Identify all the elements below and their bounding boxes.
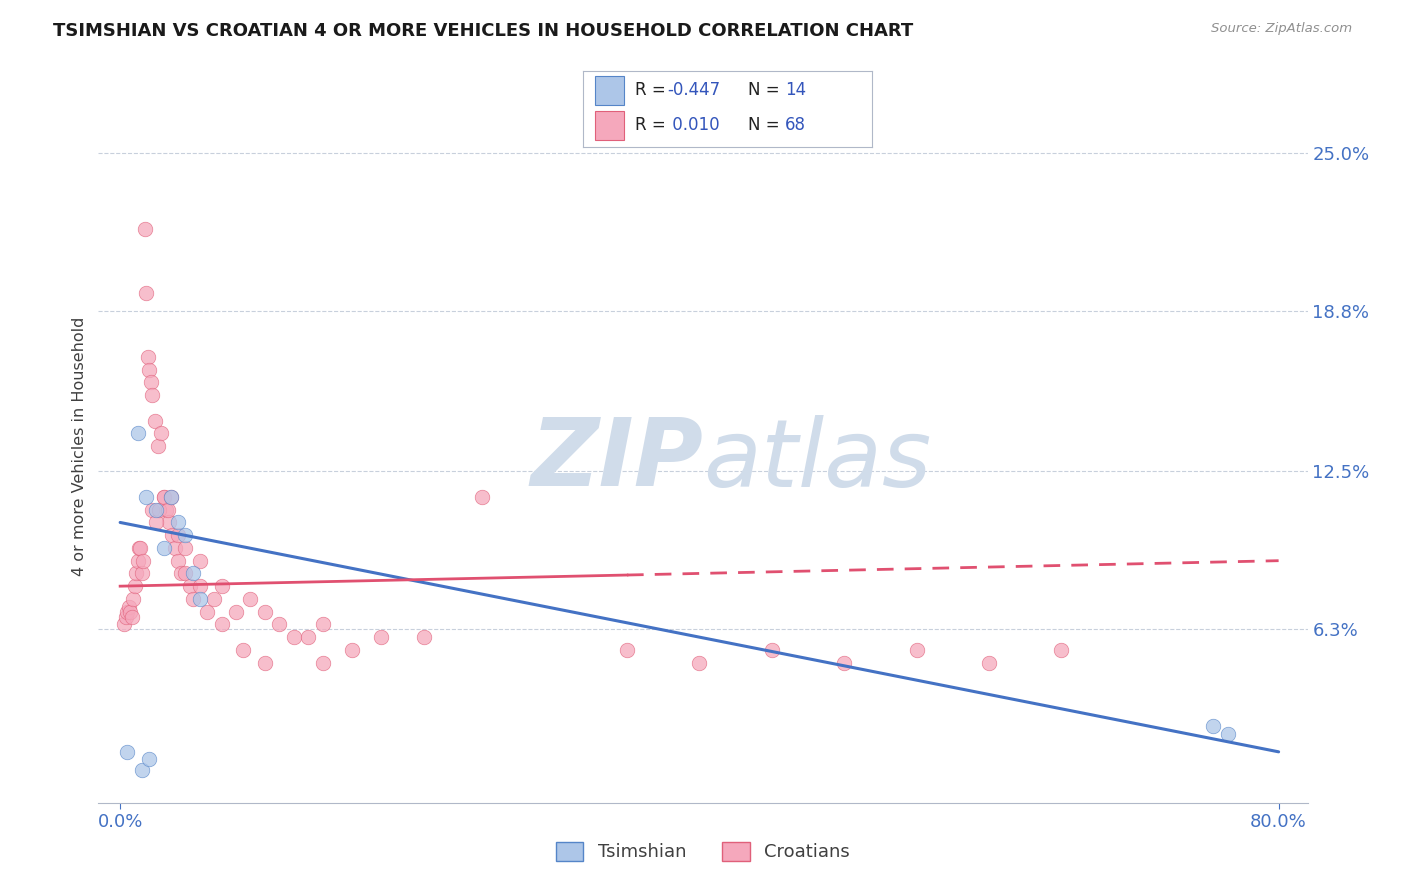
- Text: ZIP: ZIP: [530, 414, 703, 507]
- Point: [181, 591, 204, 606]
- Point: [157, 516, 180, 530]
- Point: [370, 630, 392, 644]
- Point: [181, 566, 204, 581]
- Point: [761, 643, 783, 657]
- Point: [174, 541, 197, 555]
- Point: [155, 502, 177, 516]
- Point: [159, 490, 181, 504]
- Point: [188, 591, 211, 606]
- Point: [202, 591, 225, 606]
- Point: [114, 617, 136, 632]
- Point: [232, 643, 254, 657]
- Point: [312, 656, 335, 670]
- Point: [471, 490, 494, 504]
- Text: 0.010: 0.010: [666, 116, 720, 134]
- Point: [141, 388, 163, 402]
- Point: [124, 579, 146, 593]
- FancyBboxPatch shape: [595, 111, 624, 140]
- Point: [905, 643, 928, 657]
- Text: -0.447: -0.447: [666, 81, 720, 99]
- Point: [167, 516, 190, 530]
- Text: atlas: atlas: [703, 415, 931, 506]
- Point: [179, 579, 201, 593]
- Point: [145, 502, 167, 516]
- Point: [117, 745, 139, 759]
- Point: [211, 579, 233, 593]
- Point: [128, 541, 150, 555]
- Point: [269, 617, 291, 632]
- Point: [297, 630, 319, 644]
- Y-axis label: 4 or more Vehicles in Household: 4 or more Vehicles in Household: [72, 317, 87, 575]
- Point: [188, 579, 211, 593]
- Point: [188, 554, 211, 568]
- Point: [127, 426, 149, 441]
- Point: [131, 566, 153, 581]
- Text: TSIMSHIAN VS CROATIAN 4 OR MORE VEHICLES IN HOUSEHOLD CORRELATION CHART: TSIMSHIAN VS CROATIAN 4 OR MORE VEHICLES…: [53, 22, 914, 40]
- Point: [253, 656, 276, 670]
- Point: [239, 591, 262, 606]
- Point: [167, 554, 190, 568]
- Point: [1050, 643, 1073, 657]
- Point: [211, 617, 233, 632]
- Point: [141, 502, 163, 516]
- Point: [135, 490, 157, 504]
- Point: [1202, 719, 1225, 733]
- Point: [138, 752, 160, 766]
- Point: [170, 566, 193, 581]
- Point: [131, 763, 153, 777]
- Point: [195, 605, 218, 619]
- Point: [135, 286, 157, 301]
- Point: [148, 502, 170, 516]
- Point: [143, 413, 166, 427]
- Point: [136, 350, 159, 364]
- Point: [413, 630, 436, 644]
- Point: [152, 490, 174, 504]
- Point: [165, 541, 187, 555]
- Point: [145, 516, 167, 530]
- Text: R =: R =: [636, 116, 672, 134]
- Text: Source: ZipAtlas.com: Source: ZipAtlas.com: [1212, 22, 1353, 36]
- Point: [1216, 727, 1239, 741]
- Point: [118, 599, 141, 614]
- Point: [156, 502, 179, 516]
- Point: [115, 609, 138, 624]
- Point: [120, 605, 142, 619]
- Point: [616, 643, 638, 657]
- Text: 68: 68: [785, 116, 806, 134]
- Point: [129, 541, 152, 555]
- Text: R =: R =: [636, 81, 672, 99]
- Point: [340, 643, 363, 657]
- Point: [159, 490, 181, 504]
- Point: [122, 591, 145, 606]
- Point: [832, 656, 855, 670]
- FancyBboxPatch shape: [595, 76, 624, 104]
- Point: [283, 630, 305, 644]
- Point: [167, 528, 190, 542]
- Point: [134, 222, 156, 236]
- Point: [125, 566, 148, 581]
- Point: [977, 656, 1000, 670]
- Point: [121, 609, 143, 624]
- Point: [225, 605, 247, 619]
- Point: [127, 554, 149, 568]
- Point: [162, 528, 184, 542]
- Text: N =: N =: [748, 81, 785, 99]
- Text: N =: N =: [748, 116, 785, 134]
- Point: [149, 426, 172, 441]
- Point: [174, 528, 197, 542]
- Legend: Tsimshian, Croatians: Tsimshian, Croatians: [550, 835, 856, 869]
- Point: [138, 362, 160, 376]
- Point: [253, 605, 276, 619]
- Point: [312, 617, 335, 632]
- Point: [152, 490, 174, 504]
- Point: [146, 439, 169, 453]
- Point: [132, 554, 155, 568]
- Point: [688, 656, 710, 670]
- Text: 14: 14: [785, 81, 807, 99]
- Point: [152, 541, 174, 555]
- Point: [117, 605, 139, 619]
- Point: [139, 376, 162, 390]
- Point: [174, 566, 197, 581]
